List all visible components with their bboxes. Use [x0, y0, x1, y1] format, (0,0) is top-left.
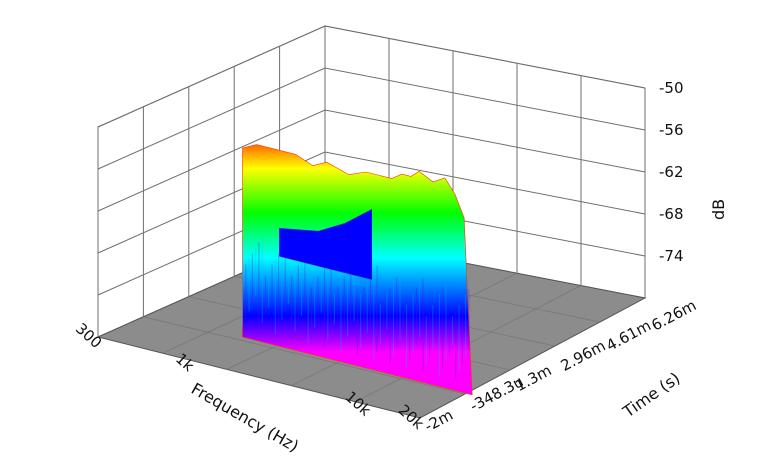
z-tick-label: -50 [659, 79, 684, 97]
z-gridline [97, 151, 646, 254]
y-tick-label: 4.61m [603, 316, 654, 354]
z-tick-label: -62 [659, 163, 684, 181]
z-axis-label: dB [709, 199, 728, 220]
y-tick-label: 6.26m [648, 296, 699, 334]
spectrum-slice-early [279, 209, 373, 280]
z-gridline [97, 109, 646, 212]
z-tick-label: -74 [659, 247, 684, 265]
z-gridline [97, 25, 646, 128]
z-tick-label: -56 [659, 121, 684, 139]
x-axis-label: Frequency (Hz) [188, 379, 302, 456]
y-tick-label: 1.3m [512, 361, 554, 395]
spectral-surfaces [242, 144, 473, 396]
z-gridline [97, 67, 646, 170]
y-tick-label: 2.96m [558, 336, 609, 374]
floor-gridline [143, 316, 466, 395]
y-axis-label: Time (s) [619, 368, 684, 421]
z-tick-label: -68 [659, 205, 684, 223]
